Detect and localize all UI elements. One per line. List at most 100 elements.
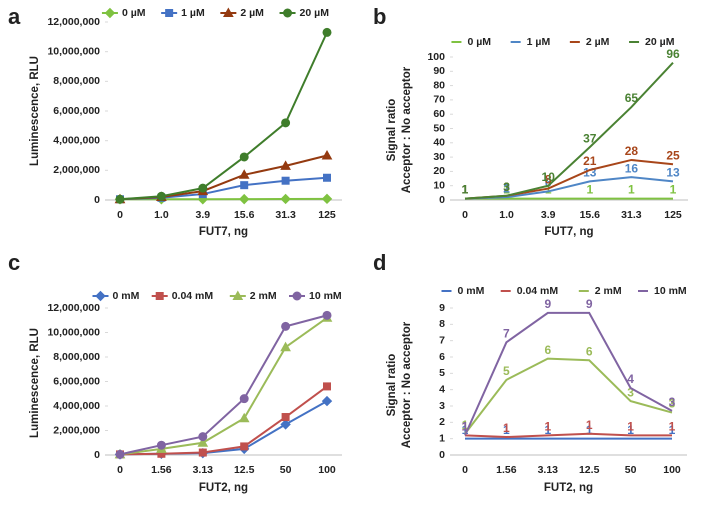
legend-marker <box>283 8 293 18</box>
data-label: 65 <box>625 91 639 105</box>
data-label: 6 <box>545 176 552 190</box>
legend-label: 10 mM <box>654 285 687 297</box>
legend-label: 0 mM <box>113 290 140 302</box>
y-axis-label: Luminescence, RLU <box>29 56 41 166</box>
data-label: 2 <box>503 181 510 195</box>
marker <box>322 310 332 320</box>
data-label: 1 <box>544 420 551 434</box>
data-label: 16 <box>625 161 639 175</box>
x-tick-label: 0 <box>117 464 123 476</box>
y-tick-label: 6,000,000 <box>53 375 100 387</box>
data-label: 13 <box>666 166 680 180</box>
legend-item: 2 µM <box>220 7 264 19</box>
y-axis-label: Luminescence, RLU <box>29 328 41 438</box>
series-line <box>119 31 328 201</box>
y-tick-label: 2,000,000 <box>53 164 100 176</box>
data-label: 1 <box>462 423 469 437</box>
y-tick-label: 12,000,000 <box>47 302 100 314</box>
y-tick-label: 8,000,000 <box>53 75 100 87</box>
legend-item: 0.04 mM <box>151 290 214 302</box>
y-tick-label: 12,000,000 <box>47 16 100 28</box>
series-line <box>119 154 328 201</box>
marker <box>115 449 125 459</box>
data-label: 6 <box>586 344 593 358</box>
data-label: 1 <box>627 423 634 437</box>
marker <box>239 394 249 404</box>
marker <box>323 173 331 182</box>
y-tick-label: 90 <box>433 65 445 77</box>
data-label: 1 <box>670 183 677 197</box>
x-tick-label: 0 <box>117 209 123 221</box>
legend-label: 10 mM <box>309 290 342 302</box>
y-tick-label: 3 <box>439 400 445 412</box>
series-line <box>464 176 674 200</box>
marker <box>198 448 207 457</box>
legend-marker <box>95 290 106 302</box>
data-label: 4 <box>627 372 634 386</box>
x-tick-label: 100 <box>663 464 681 476</box>
marker <box>115 194 125 204</box>
legend-label: 1 µM <box>181 7 205 19</box>
y-tick-label: 4,000,000 <box>53 134 100 146</box>
y-tick-label: 0 <box>439 194 445 206</box>
legend-label: 0.04 mM <box>517 285 559 297</box>
x-tick-label: 0 <box>462 464 468 476</box>
legend-label: 20 µM <box>300 7 330 19</box>
marker <box>198 432 208 442</box>
legend-item: 0 mM <box>92 290 140 302</box>
series-line <box>464 62 674 200</box>
data-label: 3 <box>669 397 676 411</box>
y-tick-label: 1 <box>439 432 445 444</box>
legend-label: 20 µM <box>645 36 675 48</box>
x-axis-label: FUT2, ng <box>199 482 248 494</box>
legend-label: 2 mM <box>250 290 277 302</box>
data-label: 1 <box>586 418 593 432</box>
marker <box>240 181 249 190</box>
y-axis-label: Signal ratio <box>386 99 398 162</box>
data-label: 3 <box>627 385 634 399</box>
y-tick-label: 0 <box>94 194 100 206</box>
x-tick-label: 3.13 <box>193 464 214 476</box>
y-tick-label: 4 <box>439 383 445 395</box>
legend-label: 0 µM <box>467 36 491 48</box>
data-label: 96 <box>666 47 680 61</box>
legend-marker <box>232 290 244 300</box>
marker <box>238 412 250 423</box>
data-label: 1 <box>462 183 469 197</box>
y-tick-label: 8,000,000 <box>53 351 100 363</box>
y-tick-label: 30 <box>433 151 445 163</box>
y-axis-label: Acceptor : No acceptor <box>401 66 413 193</box>
x-axis-label: FUT7, ng <box>199 226 248 238</box>
data-label: 1 <box>462 418 469 432</box>
data-label: 1 <box>503 183 510 197</box>
data-label: 9 <box>544 297 551 311</box>
legend-marker <box>222 7 234 17</box>
legend-item: 20 µM <box>629 36 675 48</box>
marker <box>197 437 209 447</box>
data-label: 1 <box>462 183 469 197</box>
marker <box>156 440 166 450</box>
y-tick-label: 9 <box>439 302 445 314</box>
marker <box>280 419 291 430</box>
x-tick-label: 50 <box>280 464 292 476</box>
marker <box>280 160 291 170</box>
y-tick-label: 100 <box>427 51 445 63</box>
series-line <box>464 311 673 436</box>
x-tick-label: 50 <box>625 464 637 476</box>
marker <box>322 27 332 37</box>
data-label: 5 <box>503 364 510 378</box>
marker <box>321 193 333 205</box>
y-tick-label: 60 <box>433 108 445 120</box>
y-tick-label: 2,000,000 <box>53 424 100 436</box>
data-label: 25 <box>666 148 680 162</box>
y-tick-label: 50 <box>433 122 445 134</box>
legend-label: 0.04 mM <box>172 290 214 302</box>
y-tick-label: 80 <box>433 79 445 91</box>
series-line <box>119 385 328 456</box>
series-line <box>119 316 328 456</box>
x-tick-label: 12.5 <box>234 464 255 476</box>
data-label: 1 <box>586 423 593 437</box>
x-tick-label: 15.6 <box>234 209 255 221</box>
data-label: 1 <box>462 183 469 197</box>
